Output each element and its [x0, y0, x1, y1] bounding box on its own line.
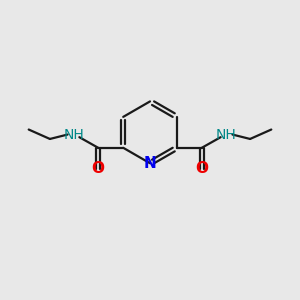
Text: O: O — [195, 161, 208, 176]
Text: NH: NH — [64, 128, 84, 142]
Text: O: O — [92, 161, 105, 176]
Text: N: N — [144, 156, 156, 171]
Text: NH: NH — [216, 128, 236, 142]
